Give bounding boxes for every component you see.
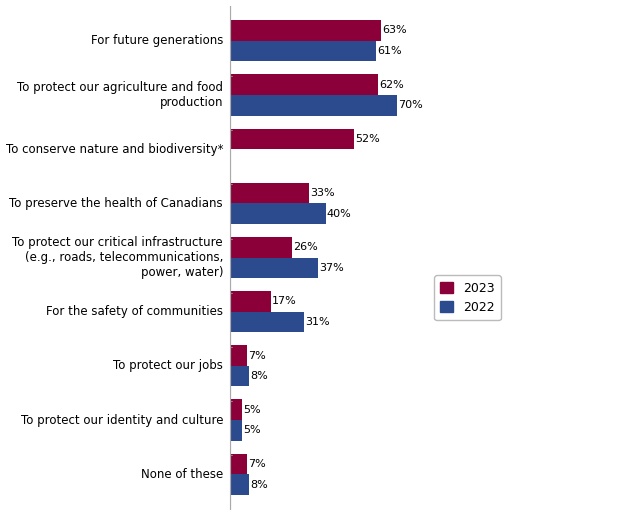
Text: 26%: 26% (293, 242, 318, 252)
Text: 70%: 70% (399, 100, 424, 110)
Bar (230, 312, 304, 332)
Text: 31%: 31% (306, 317, 330, 327)
Text: 8%: 8% (250, 371, 268, 381)
Bar (230, 74, 378, 95)
Text: 63%: 63% (382, 25, 406, 36)
Text: 40%: 40% (327, 209, 351, 218)
Text: 7%: 7% (248, 459, 266, 469)
Bar (230, 366, 249, 386)
Bar (230, 20, 381, 41)
Bar (230, 258, 319, 278)
Bar (230, 400, 242, 420)
Bar (230, 291, 271, 312)
Text: 5%: 5% (243, 425, 261, 435)
Text: 8%: 8% (250, 479, 268, 490)
Bar (230, 237, 292, 258)
Text: 33%: 33% (310, 188, 335, 198)
Text: 37%: 37% (320, 263, 345, 273)
Bar (230, 183, 309, 203)
Bar (230, 454, 247, 474)
Bar (230, 474, 249, 495)
Text: 62%: 62% (379, 80, 404, 90)
Bar (230, 129, 354, 149)
Text: 61%: 61% (377, 46, 402, 56)
Bar (230, 203, 325, 224)
Bar (230, 420, 242, 441)
Legend: 2023, 2022: 2023, 2022 (434, 276, 501, 320)
Text: 17%: 17% (272, 297, 297, 306)
Text: 7%: 7% (248, 351, 266, 360)
Text: 5%: 5% (243, 405, 261, 415)
Text: 52%: 52% (355, 134, 380, 144)
Bar (230, 95, 397, 115)
Bar (230, 345, 247, 366)
Bar (230, 41, 376, 61)
